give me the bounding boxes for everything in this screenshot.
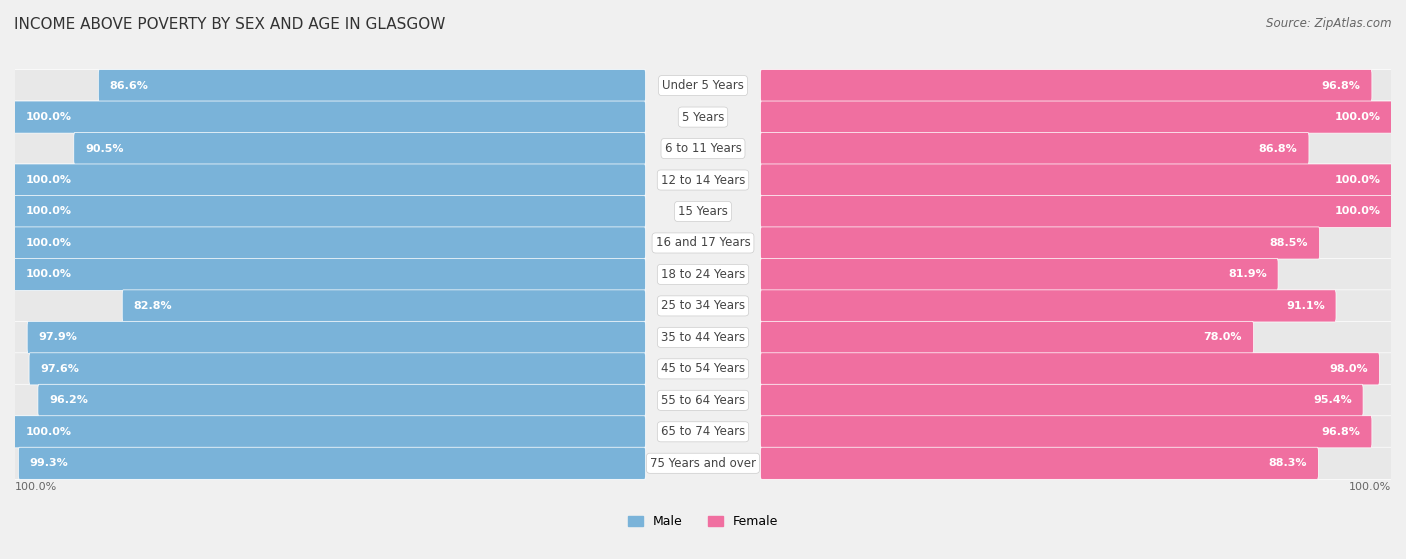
- FancyBboxPatch shape: [761, 227, 1320, 259]
- FancyBboxPatch shape: [761, 132, 1392, 164]
- Text: 100.0%: 100.0%: [25, 238, 72, 248]
- FancyBboxPatch shape: [761, 258, 1392, 291]
- Text: 100.0%: 100.0%: [25, 269, 72, 280]
- FancyBboxPatch shape: [38, 384, 645, 416]
- FancyBboxPatch shape: [14, 101, 645, 133]
- FancyBboxPatch shape: [761, 196, 1392, 228]
- Text: 75 Years and over: 75 Years and over: [650, 457, 756, 470]
- FancyBboxPatch shape: [761, 416, 1372, 448]
- Text: 96.2%: 96.2%: [49, 395, 89, 405]
- Text: 95.4%: 95.4%: [1313, 395, 1351, 405]
- FancyBboxPatch shape: [761, 69, 1392, 102]
- Text: 12 to 14 Years: 12 to 14 Years: [661, 173, 745, 187]
- Text: 18 to 24 Years: 18 to 24 Years: [661, 268, 745, 281]
- FancyBboxPatch shape: [761, 384, 1392, 416]
- FancyBboxPatch shape: [14, 227, 645, 259]
- Text: 88.5%: 88.5%: [1270, 238, 1309, 248]
- Text: 35 to 44 Years: 35 to 44 Years: [661, 331, 745, 344]
- FancyBboxPatch shape: [73, 132, 645, 164]
- FancyBboxPatch shape: [30, 353, 645, 385]
- FancyBboxPatch shape: [14, 132, 645, 164]
- FancyBboxPatch shape: [761, 290, 1336, 322]
- FancyBboxPatch shape: [761, 416, 1392, 448]
- Text: 15 Years: 15 Years: [678, 205, 728, 218]
- FancyBboxPatch shape: [14, 164, 645, 196]
- FancyBboxPatch shape: [14, 258, 645, 291]
- FancyBboxPatch shape: [14, 196, 645, 228]
- FancyBboxPatch shape: [98, 69, 645, 102]
- Text: 98.0%: 98.0%: [1330, 364, 1368, 374]
- FancyBboxPatch shape: [761, 353, 1392, 385]
- FancyBboxPatch shape: [18, 447, 645, 479]
- Text: 100.0%: 100.0%: [25, 175, 72, 185]
- Text: 5 Years: 5 Years: [682, 111, 724, 124]
- Text: 100.0%: 100.0%: [1334, 206, 1381, 216]
- Text: 90.5%: 90.5%: [86, 144, 124, 154]
- Text: 65 to 74 Years: 65 to 74 Years: [661, 425, 745, 438]
- FancyBboxPatch shape: [761, 132, 1309, 164]
- FancyBboxPatch shape: [761, 447, 1319, 479]
- Text: 82.8%: 82.8%: [134, 301, 172, 311]
- Text: 100.0%: 100.0%: [1334, 175, 1381, 185]
- Text: 96.8%: 96.8%: [1322, 80, 1361, 91]
- FancyBboxPatch shape: [761, 101, 1392, 133]
- FancyBboxPatch shape: [14, 101, 645, 133]
- Text: 6 to 11 Years: 6 to 11 Years: [665, 142, 741, 155]
- Text: 100.0%: 100.0%: [15, 482, 58, 492]
- FancyBboxPatch shape: [761, 258, 1278, 291]
- Text: 96.8%: 96.8%: [1322, 427, 1361, 437]
- FancyBboxPatch shape: [761, 290, 1392, 322]
- Text: Under 5 Years: Under 5 Years: [662, 79, 744, 92]
- FancyBboxPatch shape: [761, 353, 1379, 385]
- FancyBboxPatch shape: [761, 164, 1392, 196]
- FancyBboxPatch shape: [14, 447, 645, 479]
- FancyBboxPatch shape: [14, 69, 645, 102]
- Text: 100.0%: 100.0%: [25, 206, 72, 216]
- FancyBboxPatch shape: [14, 196, 645, 228]
- FancyBboxPatch shape: [761, 321, 1392, 353]
- Text: INCOME ABOVE POVERTY BY SEX AND AGE IN GLASGOW: INCOME ABOVE POVERTY BY SEX AND AGE IN G…: [14, 17, 446, 32]
- FancyBboxPatch shape: [14, 416, 645, 448]
- FancyBboxPatch shape: [122, 290, 645, 322]
- FancyBboxPatch shape: [14, 290, 645, 322]
- FancyBboxPatch shape: [761, 227, 1392, 259]
- Text: 100.0%: 100.0%: [1348, 482, 1391, 492]
- FancyBboxPatch shape: [27, 321, 645, 353]
- Text: 100.0%: 100.0%: [25, 112, 72, 122]
- Legend: Male, Female: Male, Female: [628, 515, 778, 528]
- FancyBboxPatch shape: [14, 416, 645, 448]
- Text: 100.0%: 100.0%: [1334, 112, 1381, 122]
- FancyBboxPatch shape: [761, 101, 1392, 133]
- Text: 97.9%: 97.9%: [38, 333, 77, 342]
- FancyBboxPatch shape: [761, 69, 1372, 102]
- FancyBboxPatch shape: [14, 258, 645, 291]
- Text: 86.8%: 86.8%: [1258, 144, 1298, 154]
- FancyBboxPatch shape: [761, 384, 1362, 416]
- FancyBboxPatch shape: [14, 227, 645, 259]
- Text: 16 and 17 Years: 16 and 17 Years: [655, 236, 751, 249]
- FancyBboxPatch shape: [14, 321, 645, 353]
- FancyBboxPatch shape: [14, 384, 645, 416]
- Text: 99.3%: 99.3%: [30, 458, 69, 468]
- FancyBboxPatch shape: [761, 321, 1254, 353]
- Text: 86.6%: 86.6%: [110, 80, 149, 91]
- Text: 81.9%: 81.9%: [1227, 269, 1267, 280]
- Text: Source: ZipAtlas.com: Source: ZipAtlas.com: [1267, 17, 1392, 30]
- Text: 100.0%: 100.0%: [25, 427, 72, 437]
- Text: 91.1%: 91.1%: [1286, 301, 1324, 311]
- FancyBboxPatch shape: [761, 196, 1392, 228]
- FancyBboxPatch shape: [761, 447, 1392, 479]
- Text: 97.6%: 97.6%: [41, 364, 79, 374]
- FancyBboxPatch shape: [14, 353, 645, 385]
- FancyBboxPatch shape: [14, 164, 645, 196]
- Text: 55 to 64 Years: 55 to 64 Years: [661, 394, 745, 407]
- Text: 45 to 54 Years: 45 to 54 Years: [661, 362, 745, 375]
- Text: 25 to 34 Years: 25 to 34 Years: [661, 300, 745, 312]
- Text: 88.3%: 88.3%: [1268, 458, 1308, 468]
- Text: 78.0%: 78.0%: [1204, 333, 1241, 342]
- FancyBboxPatch shape: [761, 164, 1392, 196]
